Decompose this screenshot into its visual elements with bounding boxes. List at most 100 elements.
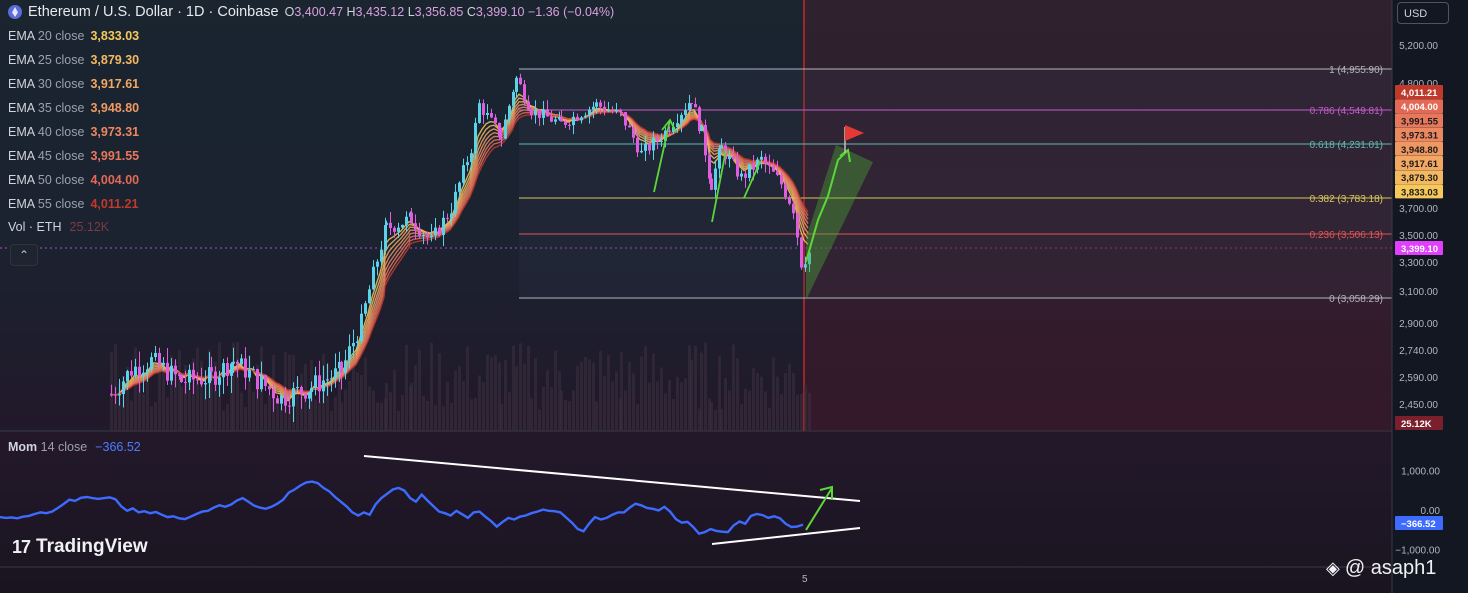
ema-legend-row[interactable]: EMA 30 close 3,917.61 — [8, 75, 139, 99]
momentum-tag: −366.52 — [1401, 519, 1436, 530]
volume-bar — [684, 378, 687, 431]
candle-body — [256, 369, 259, 390]
tradingview-name: TradingView — [36, 536, 148, 557]
ema-price-tag-bg — [1395, 127, 1443, 142]
volume-bar — [244, 406, 247, 431]
volume-bar — [764, 391, 767, 431]
candle-body — [458, 182, 461, 192]
ema-legend-row[interactable]: EMA 20 close 3,833.03 — [8, 27, 139, 51]
ema-price-tag-bg — [1395, 99, 1443, 114]
candle-body — [134, 366, 137, 376]
candle-body — [236, 361, 239, 365]
open-label: O — [284, 5, 295, 19]
volume-bar — [162, 365, 165, 431]
ema-name: EMA 25 close — [8, 53, 85, 67]
volume-bar — [736, 358, 739, 431]
candle-body — [334, 368, 337, 379]
candle-body — [174, 365, 177, 375]
ema-legend-row[interactable]: EMA 40 close 3,973.31 — [8, 123, 139, 147]
volume-bar — [784, 372, 787, 431]
candle-body — [338, 361, 341, 369]
candle-body — [150, 357, 153, 370]
volume-bar — [338, 367, 341, 431]
candle-body — [248, 369, 251, 378]
close-label: C — [466, 5, 476, 19]
diamond-logo-icon: ◈ — [1326, 558, 1340, 578]
ema-legend-row[interactable]: EMA 50 close 4,004.00 — [8, 171, 139, 195]
currency-selector[interactable]: USD — [1397, 2, 1449, 24]
fib-label: 0 (3,058.29) — [1329, 294, 1383, 305]
ema-legend-row[interactable]: EMA 35 close 3,948.80 — [8, 99, 139, 123]
ema-price-tag: 4,011.21 — [1401, 88, 1438, 99]
volume-bar — [126, 366, 129, 431]
volume-bar — [330, 410, 333, 431]
momentum-y-tick: 0.00 — [1421, 506, 1441, 517]
tradingview-logo-icon: 17 — [12, 536, 31, 557]
volume-bar — [756, 372, 759, 431]
ema-legend-row[interactable]: EMA 25 close 3,879.30 — [8, 51, 139, 75]
candle-body — [530, 109, 533, 116]
candle-body — [504, 119, 507, 139]
volume-bar — [572, 390, 575, 431]
candle-body — [611, 110, 614, 112]
momentum-legend[interactable]: Mom 14 close −366.52 — [8, 440, 141, 454]
volume-bar — [200, 360, 203, 431]
ema-price-tag-bg — [1395, 156, 1443, 170]
volume-bar — [752, 367, 755, 431]
volume-bar — [714, 409, 717, 431]
volume-bar — [438, 353, 441, 431]
volume-bar — [519, 343, 522, 431]
candle-body — [146, 369, 149, 373]
volume-bar — [236, 342, 239, 431]
volume-bar — [184, 364, 187, 431]
candle-body — [122, 381, 125, 395]
y-tick-label: 5,200.00 — [1399, 41, 1438, 52]
candle-body — [796, 213, 799, 238]
volume-bar — [166, 397, 169, 431]
volume-bar — [482, 382, 485, 431]
candle-body — [546, 109, 549, 117]
volume-bar — [360, 374, 363, 431]
volume-bar — [226, 404, 229, 431]
y-tick-label: 2,740.00 — [1399, 346, 1438, 357]
ema-name: EMA 45 close — [8, 149, 85, 163]
ema-param: 20 close — [37, 29, 85, 43]
volume-bar — [500, 404, 503, 431]
volume-bar — [210, 360, 213, 431]
volume-bar — [728, 390, 731, 431]
candle-body — [628, 125, 631, 128]
candle-body — [422, 235, 425, 237]
ema-legend-row[interactable]: EMA 55 close 4,011.21 — [8, 195, 139, 219]
volume-number: 25.12 — [69, 220, 101, 234]
volume-bar — [768, 407, 771, 431]
candle-body — [318, 375, 321, 392]
ema-legend-row[interactable]: EMA 45 close 3,991.55 — [8, 147, 139, 171]
y-tick-label: 3,700.00 — [1399, 204, 1438, 215]
candle-body — [599, 102, 602, 107]
volume-bar — [796, 394, 799, 431]
candle-body — [280, 395, 283, 404]
volume-bar — [504, 359, 507, 431]
collapse-legend-button[interactable]: ⌃ — [10, 244, 38, 266]
volume-bar — [248, 355, 251, 431]
candle-body — [486, 113, 489, 116]
volume-bar — [252, 391, 255, 431]
ema-name: EMA 35 close — [8, 101, 85, 115]
ema-price-tag: 3,879.30 — [1401, 173, 1438, 184]
candle-body — [780, 174, 783, 185]
symbol-title[interactable]: Ethereum / U.S. Dollar · 1D · Coinbase — [28, 4, 279, 20]
candle-body — [389, 222, 392, 228]
volume-bar — [214, 361, 217, 431]
volume-bar — [486, 354, 489, 431]
volume-legend[interactable]: Vol · ETH 25.12K — [8, 220, 109, 234]
ema-value: 3,948.80 — [90, 101, 140, 115]
y-tick-label: 3,300.00 — [1399, 258, 1438, 269]
candle-body — [595, 102, 598, 107]
candle-body — [252, 369, 255, 371]
candle-body — [607, 110, 610, 112]
ema-price-tag: 3,833.03 — [1401, 187, 1438, 198]
volume-bar — [656, 381, 659, 431]
fib-zone — [519, 69, 1392, 298]
momentum-line — [0, 480, 804, 536]
